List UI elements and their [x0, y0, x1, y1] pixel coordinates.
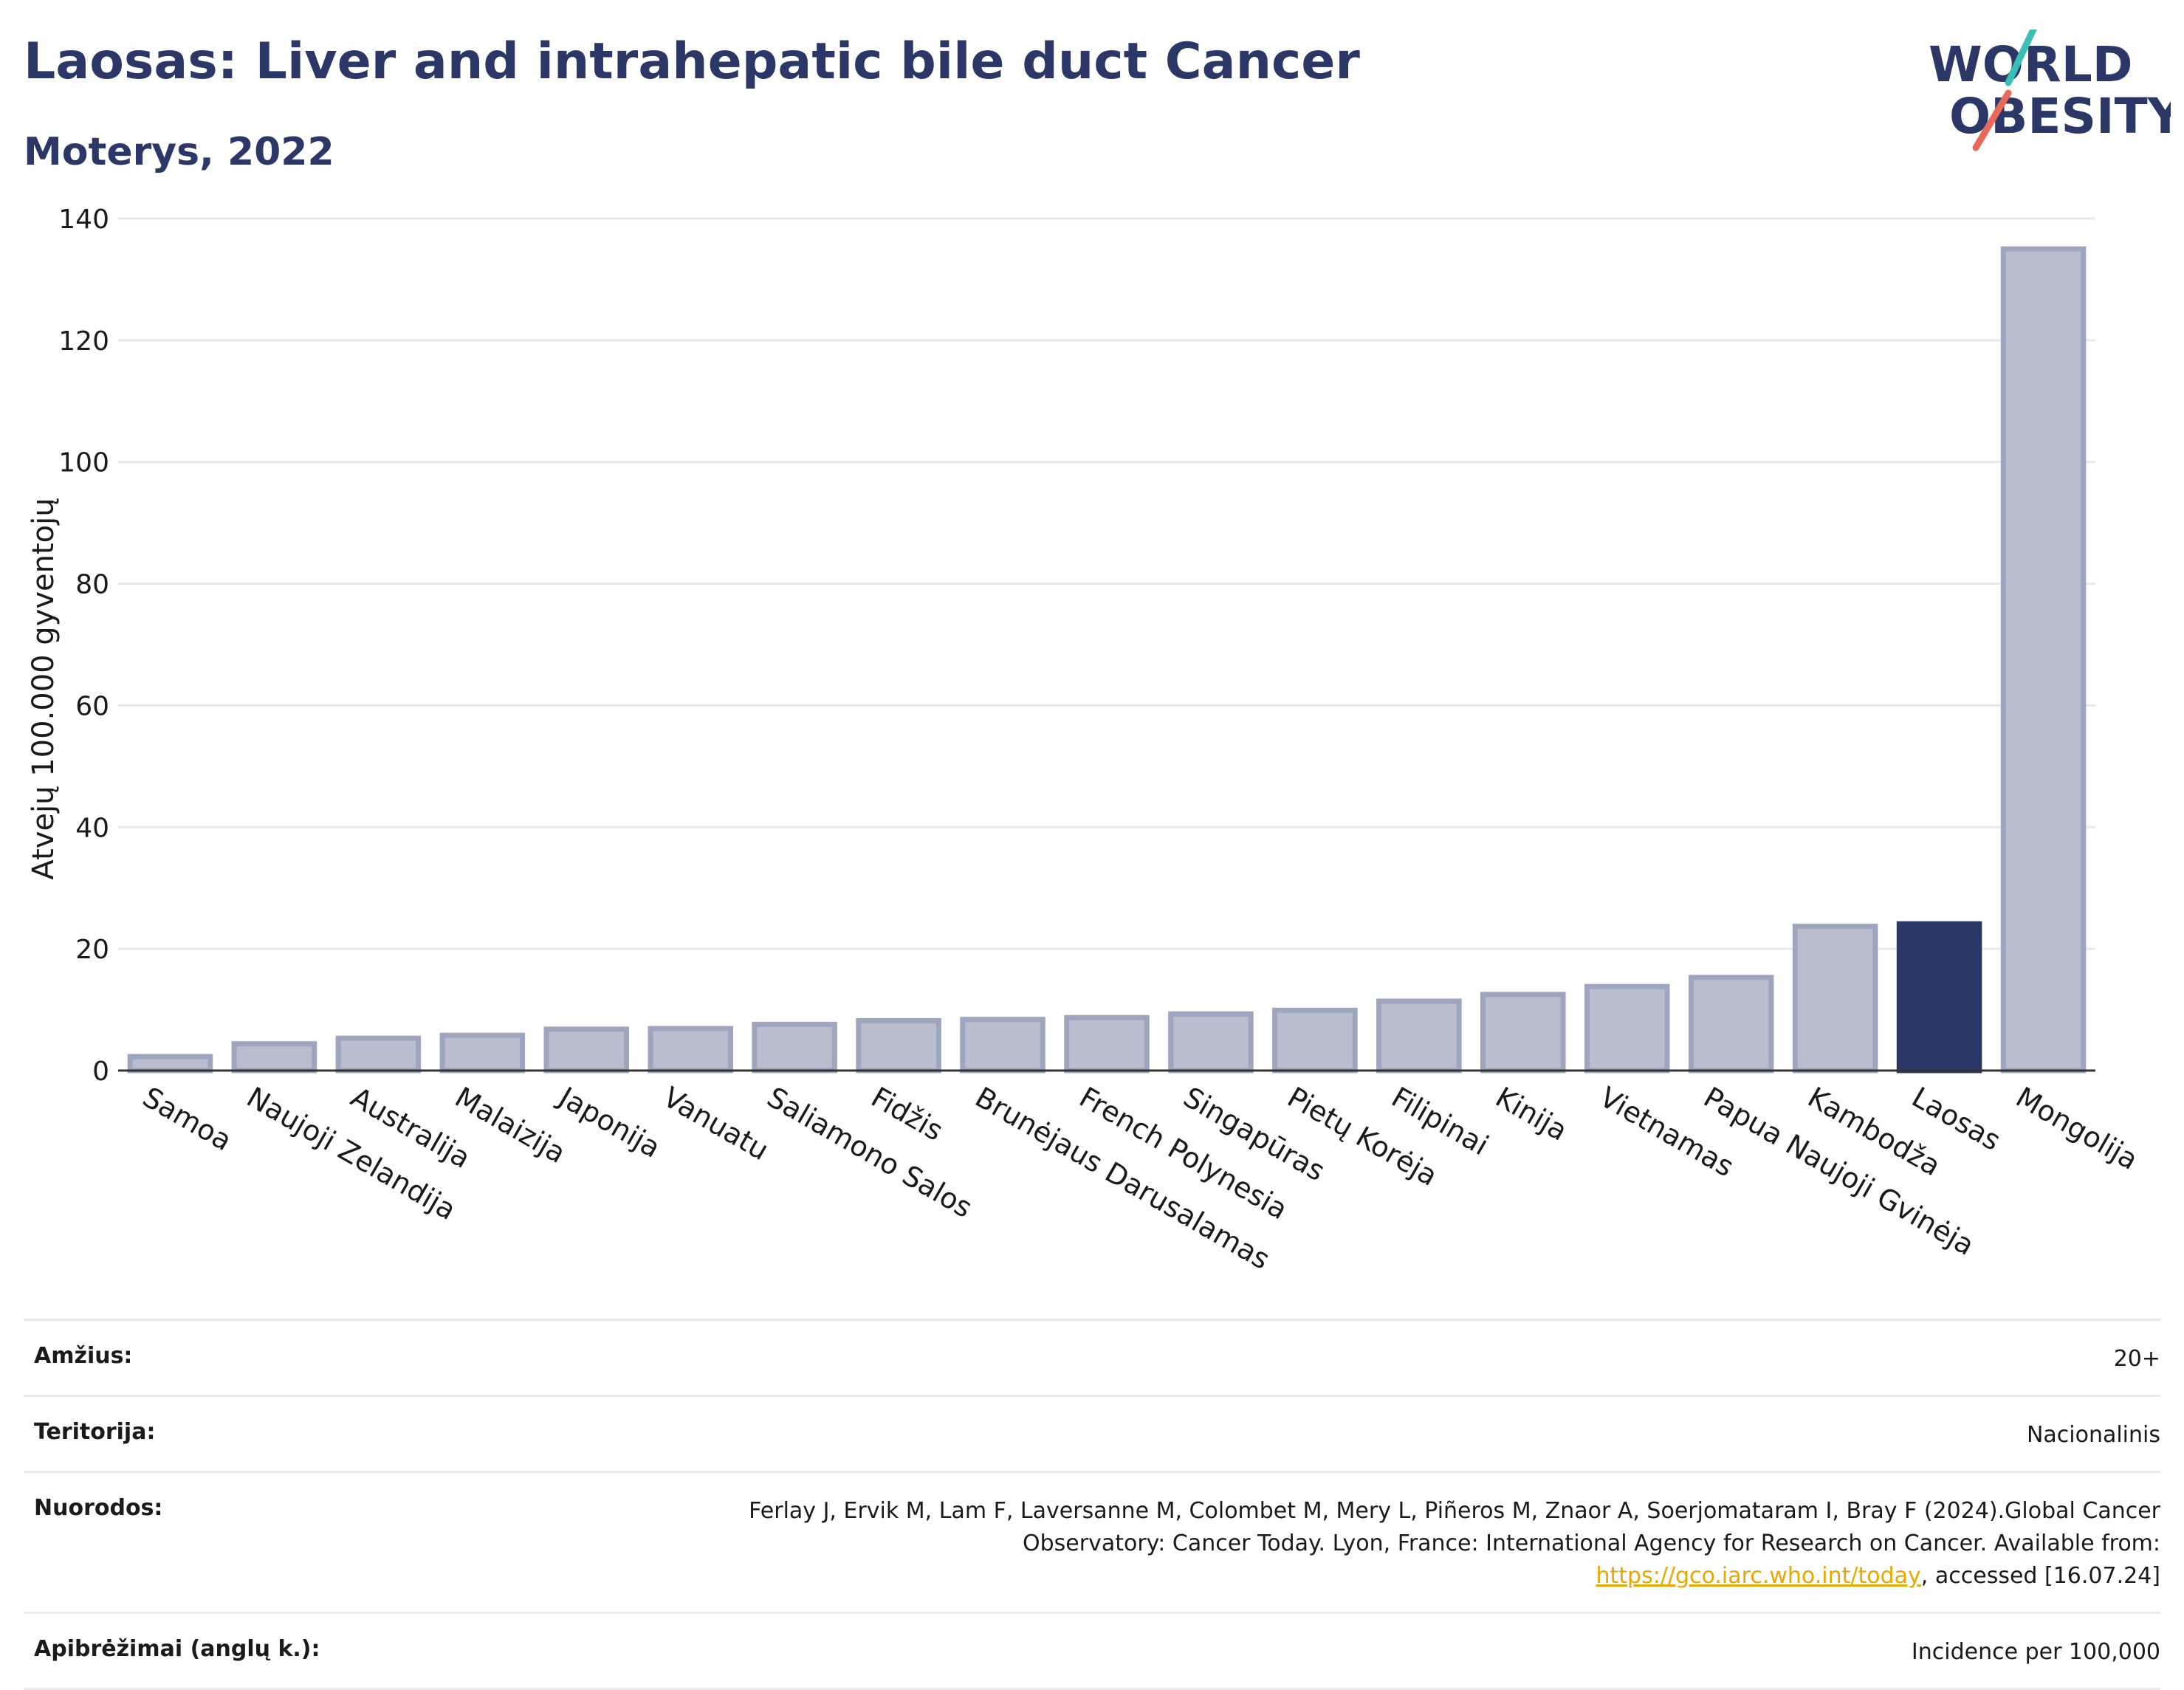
reference-text: Ferlay J, Ervik M, Lam F, Laversanne M, …: [749, 1498, 2160, 1556]
bar-singapūras: [1168, 1011, 1254, 1074]
y-axis-label: Atvejų 100.000 gyventojų: [27, 498, 61, 879]
bar-japonija: [543, 1026, 630, 1074]
y-axis-ticks: 0 20 40 60 80 100 120 140: [58, 205, 109, 1087]
info-table: Amžius: 20+ Teritorija: Nacionalinis Nuo…: [24, 1319, 2160, 1690]
x-tick-label: Mongolija: [2010, 1081, 2143, 1176]
x-axis-labels: Samoa Naujoji ZelandijaAustralijaMalaizij…: [137, 1080, 2143, 1276]
world-obesity-logo: WORLD OBESITY: [1929, 30, 2171, 151]
bar-australija: [335, 1035, 422, 1074]
y-tick-label: 80: [75, 570, 109, 600]
bar-papua-naujoji-gvinėja: [1688, 975, 1774, 1074]
bar-laosas: [1896, 921, 1982, 1074]
bar-malaizija: [439, 1032, 526, 1074]
bar-brunėjaus-darusalamas: [960, 1017, 1045, 1074]
y-tick-label: 120: [58, 326, 109, 357]
info-value-definitions: Incidence per 100,000: [1911, 1639, 2160, 1665]
bar-saliamono-salos: [752, 1021, 837, 1074]
info-label-territory: Teritorija:: [34, 1419, 156, 1445]
info-row-definitions: Apibrėžimai (anglų k.): Incidence per 10…: [24, 1612, 2160, 1690]
bar-samoa: [127, 1054, 213, 1074]
y-tick-label: 100: [58, 448, 109, 478]
y-tick-label: 20: [75, 935, 109, 965]
x-tick-label: Kinija: [1490, 1081, 1573, 1147]
reference-accessed: , accessed [16.07.24]: [1920, 1563, 2160, 1589]
info-value-territory: Nacionalinis: [2026, 1422, 2160, 1448]
x-tick-label: Samoa: [137, 1081, 237, 1158]
info-row-references: Nuorodos: Ferlay J, Ervik M, Lam F, Lave…: [24, 1471, 2160, 1612]
chart-title: Laosas: Liver and intrahepatic bile duct…: [24, 32, 1360, 91]
chart-subtitle: Moterys, 2022: [24, 130, 334, 174]
bar-pietų-korėja: [1272, 1007, 1358, 1074]
grid-lines: [118, 217, 2095, 950]
reference-link[interactable]: https://gco.iarc.who.int/today: [1596, 1563, 1921, 1589]
y-tick-label: 0: [92, 1057, 109, 1087]
bar-chart: 0 20 40 60 80 100 120 140 Samoa Naujoji Zelandij…: [27, 205, 2143, 1276]
info-label-age: Amžius:: [34, 1343, 133, 1369]
info-value-references: Ferlay J, Ervik M, Lam F, Laversanne M, …: [684, 1495, 2160, 1593]
info-row-territory: Teritorija: Nacionalinis: [24, 1395, 2160, 1471]
info-row-age: Amžius: 20+: [24, 1319, 2160, 1395]
logo-slash-bottom: [1972, 89, 2012, 151]
bar-filipinai: [1376, 998, 1462, 1074]
bar-kinija: [1480, 992, 1566, 1074]
y-tick-label: 140: [58, 205, 109, 235]
y-tick-label: 60: [75, 691, 109, 721]
bars: [127, 246, 2087, 1074]
x-tick-label: Japonija: [552, 1080, 666, 1164]
bar-vietnamas: [1584, 983, 1670, 1074]
logo-text-world: WORLD: [1929, 36, 2133, 93]
info-value-age: 20+: [2113, 1346, 2160, 1372]
x-tick-label: Vanuatu: [658, 1081, 775, 1167]
bar-naujoji-zelandija: [231, 1041, 317, 1074]
bar-vanuatu: [648, 1026, 733, 1074]
bar-mongolija: [2000, 246, 2087, 1074]
x-tick-label: Fidžis: [866, 1081, 949, 1147]
info-label-definitions: Apibrėžimai (anglų k.):: [34, 1636, 320, 1662]
bar-fidžis: [856, 1017, 941, 1074]
logo-slash-top: [2005, 30, 2037, 86]
bar-french-polynesia: [1064, 1014, 1150, 1074]
bar-kambodža: [1792, 924, 1878, 1074]
y-tick-label: 40: [75, 813, 109, 843]
info-label-references: Nuorodos:: [34, 1495, 163, 1521]
